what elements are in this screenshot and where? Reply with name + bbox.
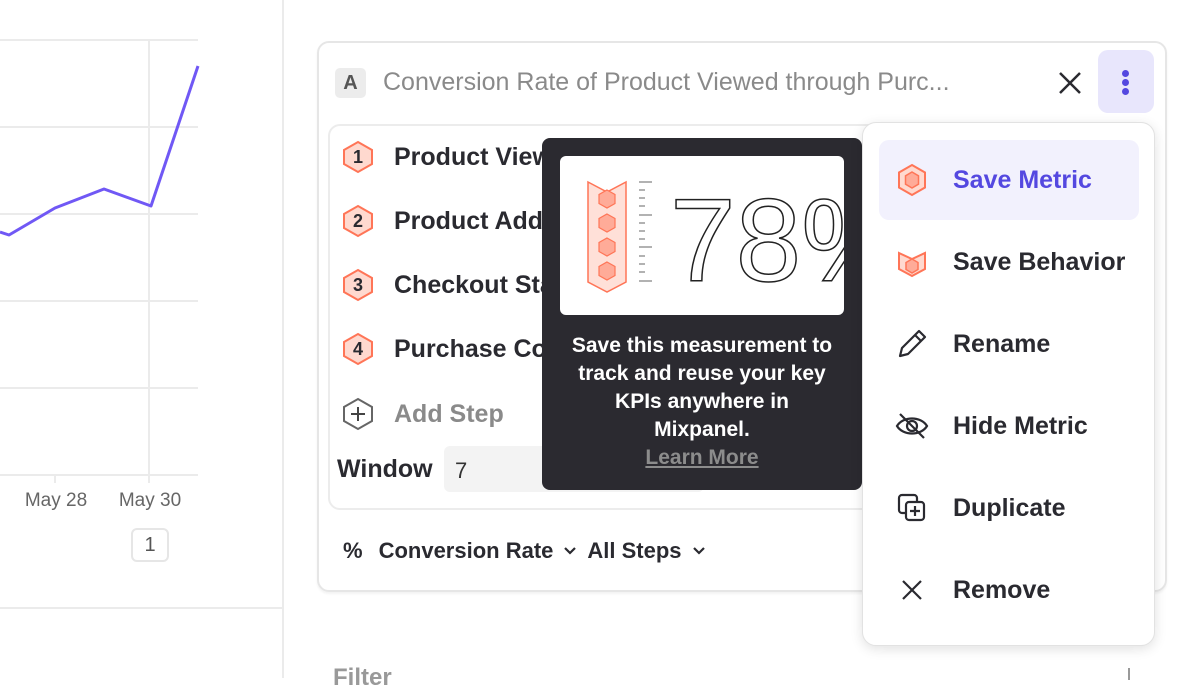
eye-off-icon (895, 409, 929, 443)
tooltip-illustration: 78% (560, 156, 907, 315)
hexagon-icon (895, 163, 929, 197)
filter-label: Filter (333, 664, 392, 691)
tooltip-line: KPIs anywhere in (615, 390, 789, 413)
chevron-down-icon (692, 547, 705, 555)
menu-item-save-metric[interactable]: Save Metric (879, 140, 1139, 220)
gridline (0, 387, 198, 389)
close-icon[interactable] (1058, 71, 1082, 95)
measure-dropdown[interactable]: Conversion Rate (379, 538, 578, 564)
chart-line (0, 65, 200, 237)
step-number-badge: 2 (342, 204, 374, 238)
funnel-illustration: 78% (587, 174, 907, 308)
menu-item-save-behavior[interactable]: Save Behavior (879, 222, 1139, 302)
menu-item-rename[interactable]: Rename (879, 304, 1139, 384)
measure-row: % Conversion Rate All Steps (343, 538, 706, 564)
metric-card (317, 41, 1167, 592)
gridline (0, 126, 198, 128)
tooltip-line: Save this measurement to (571, 334, 833, 357)
menu-item-label: Remove (953, 575, 1051, 604)
duplicate-icon (895, 491, 929, 525)
x-tick (54, 475, 56, 483)
gridline (0, 300, 198, 302)
metric-title[interactable]: Conversion Rate of Product Viewed throug… (383, 68, 950, 96)
annotation-badge[interactable]: 1 (131, 528, 169, 562)
x-tick-label: May 30 (118, 490, 182, 511)
illustration-value: 78% (670, 175, 844, 307)
percent-icon: % (343, 538, 363, 563)
menu-item-duplicate[interactable]: Duplicate (879, 468, 1139, 548)
series-line (0, 65, 200, 237)
tooltip-text: Save this measurement to track and reuse… (542, 332, 862, 472)
metric-letter-badge: A (335, 68, 366, 98)
menu-item-label: Save Behavior (953, 247, 1126, 276)
step-number-badge: 4 (342, 332, 374, 366)
menu-item-label: Hide Metric (953, 411, 1088, 440)
add-step-label: Add Step (394, 399, 504, 428)
x-tick-label: May 28 (24, 490, 88, 511)
add-icon (343, 397, 373, 431)
step-number-badge: 3 (342, 268, 374, 302)
more-options-button[interactable] (1098, 50, 1154, 113)
steps-selector-label: All Steps (587, 538, 682, 563)
x-axis (0, 474, 198, 476)
panel-divider (282, 0, 284, 678)
behavior-icon (895, 245, 929, 279)
funnel-step[interactable]: 2 Product Added (342, 204, 572, 238)
menu-item-hide-metric[interactable]: Hide Metric (879, 386, 1139, 466)
add-step-button[interactable]: Add Step (342, 397, 504, 431)
divider (0, 607, 283, 609)
save-metric-tooltip: 78% Save this measurement to track and r… (542, 138, 907, 490)
learn-more-link[interactable]: Learn More (645, 446, 759, 469)
metric-options-menu: Save Metric Save Behavior Rename Hide Metri… (862, 122, 1155, 646)
tooltip-line: Mixpanel. (654, 418, 750, 441)
chevron-down-icon (564, 547, 577, 555)
measure-label: Conversion Rate (378, 538, 554, 563)
menu-item-label: Duplicate (953, 493, 1066, 522)
pencil-icon (895, 327, 929, 361)
tooltip-line: track and reuse your key (578, 362, 826, 385)
gridline (0, 213, 198, 215)
close-icon (895, 573, 929, 607)
menu-item-label: Save Metric (953, 165, 1092, 194)
add-filter-icon[interactable] (1128, 668, 1130, 680)
menu-item-remove[interactable]: Remove (879, 550, 1139, 630)
gridline (0, 39, 198, 41)
annotation-line (148, 40, 150, 483)
step-number-badge: 1 (342, 140, 374, 174)
steps-dropdown[interactable]: All Steps (587, 538, 705, 564)
window-label: Window (337, 455, 433, 483)
menu-item-label: Rename (953, 329, 1051, 358)
